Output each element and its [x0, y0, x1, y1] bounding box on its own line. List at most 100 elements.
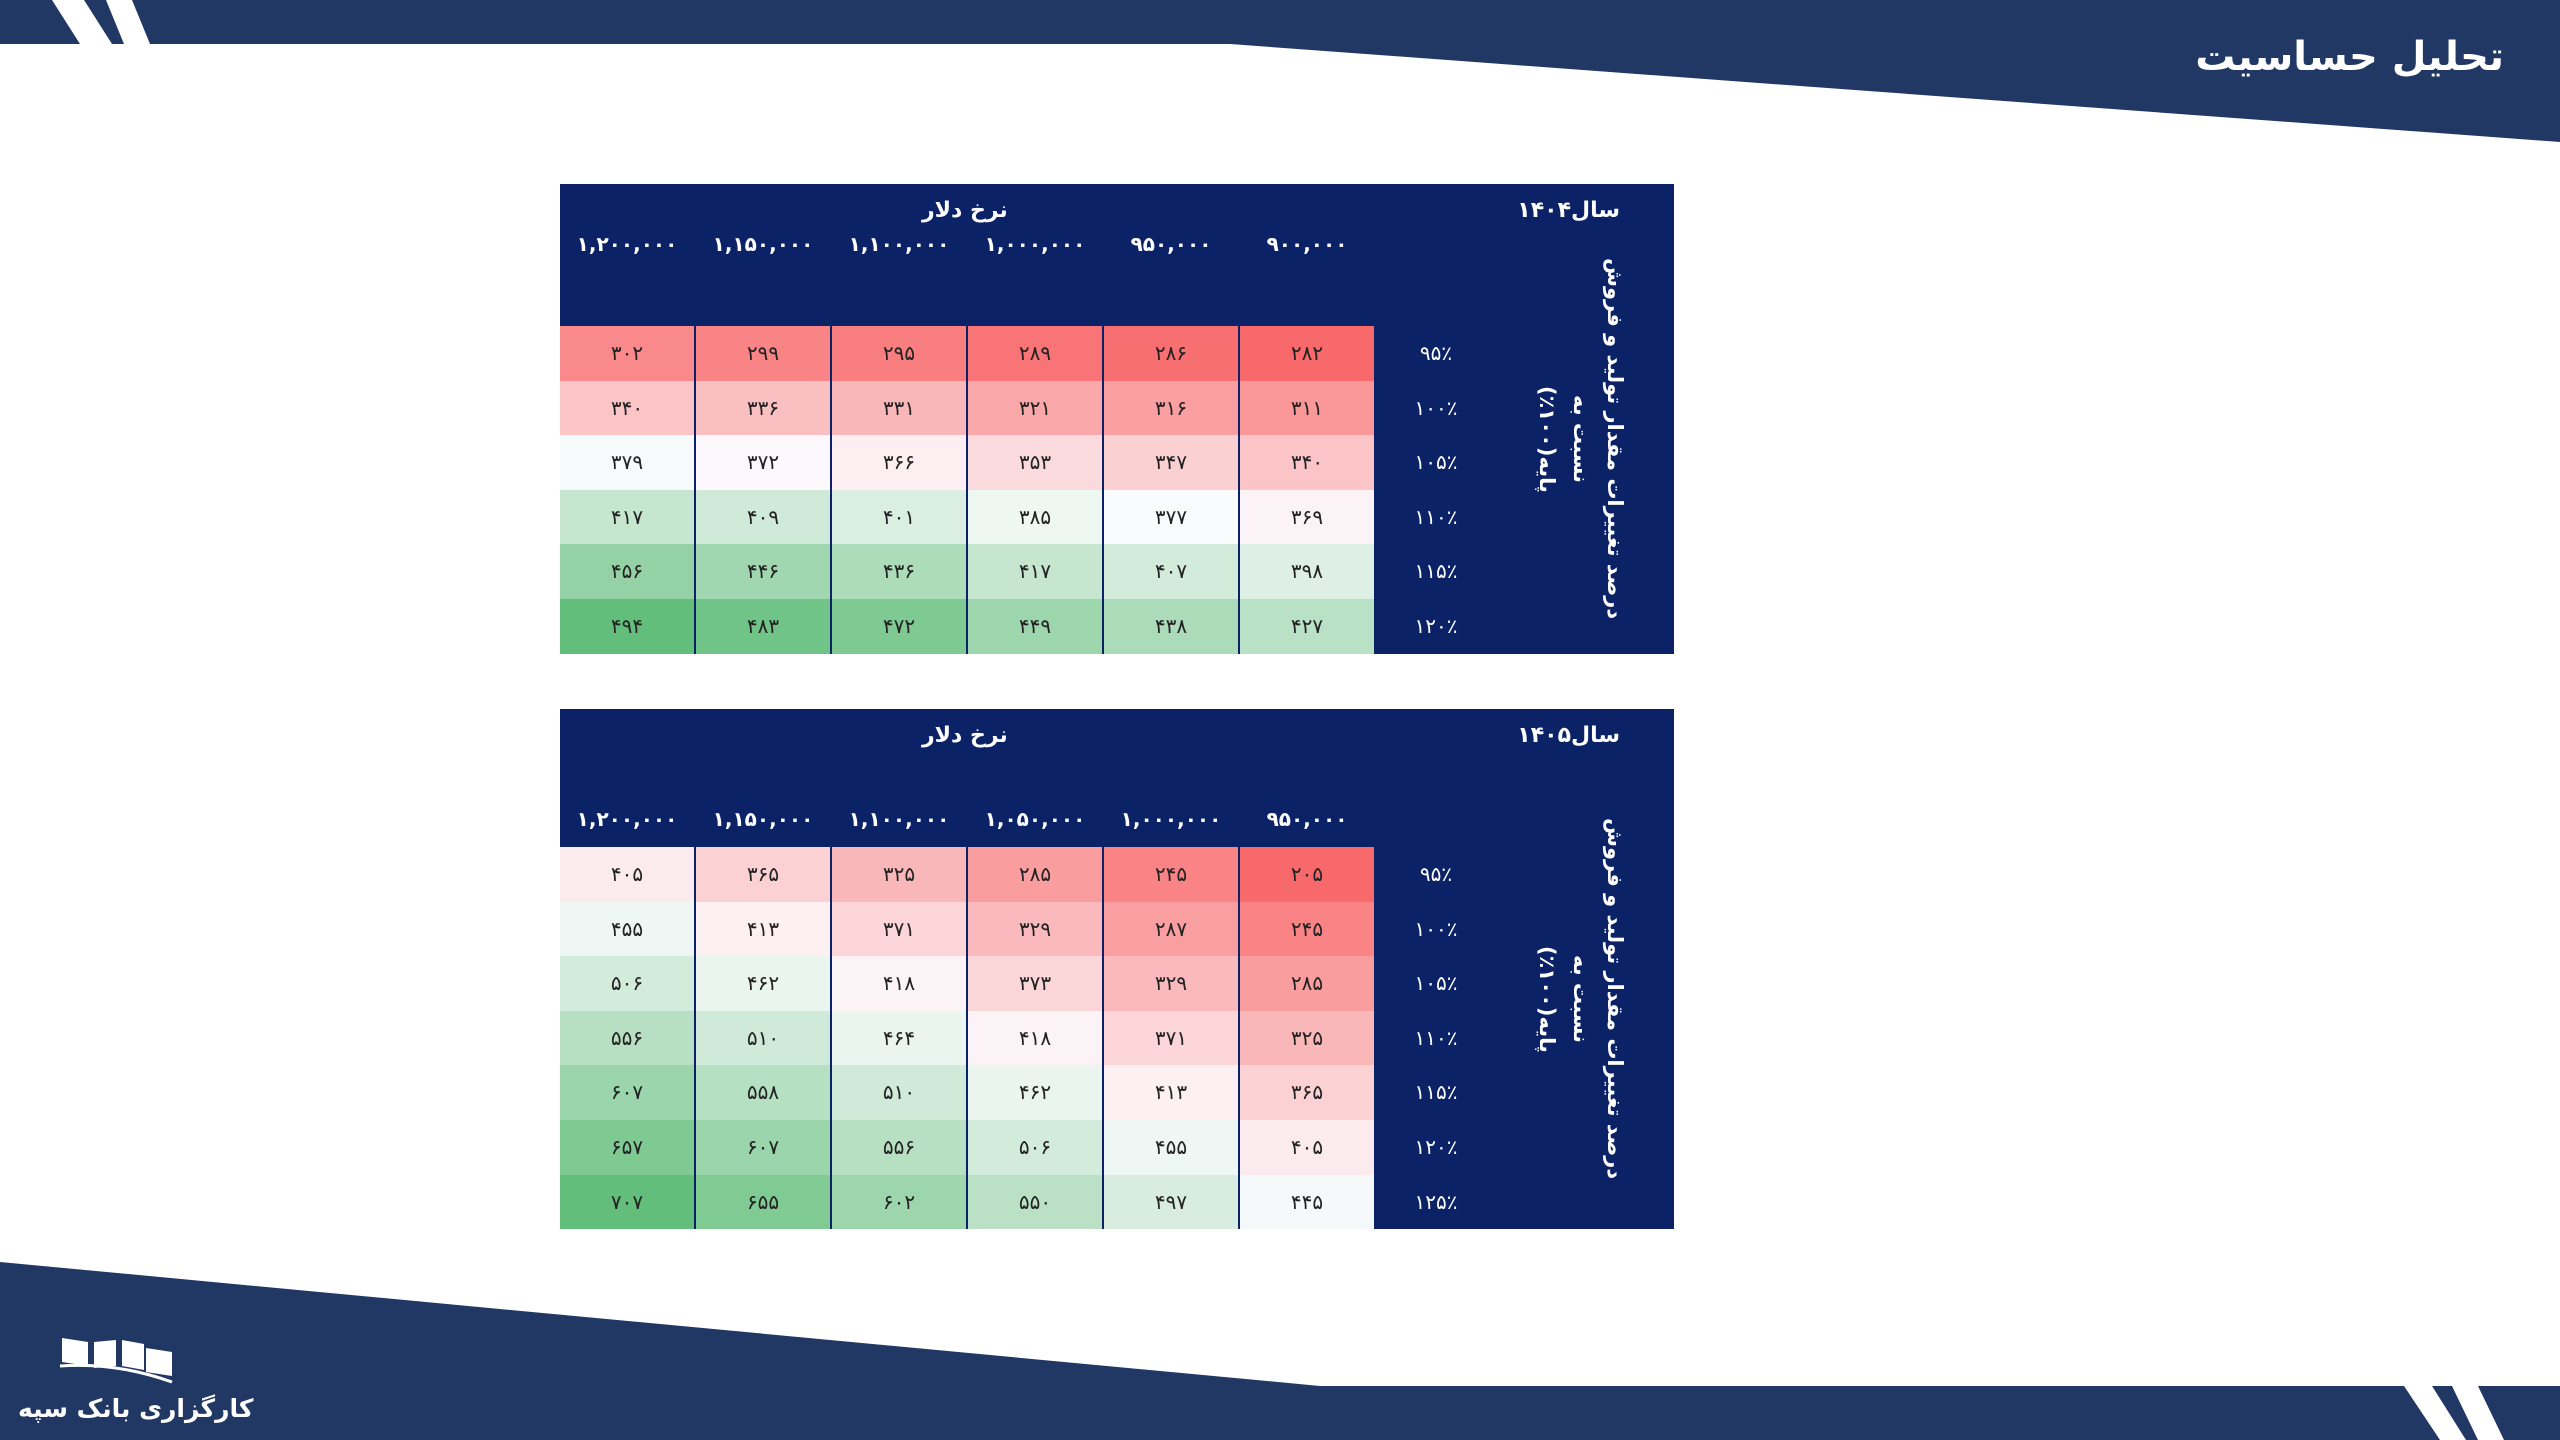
table-cell: ۴۷۲ [832, 599, 966, 654]
brand-name: کارگزاری بانک سپه [18, 1394, 254, 1423]
top-left-stripe-1 [52, 0, 112, 44]
row-axis-title-line2: پایه(۱۰۰٪) [1535, 945, 1559, 1053]
table-cell: ۳۷۳ [968, 956, 1102, 1011]
table-cell: ۴۵۵ [1104, 1120, 1238, 1175]
table-cell: ۳۹۸ [1240, 544, 1374, 599]
column-header: ۱,۱۵۰,۰۰۰ [712, 232, 814, 256]
column-header: ۱,۱۰۰,۰۰۰ [848, 807, 950, 831]
column-header: ۹۰۰,۰۰۰ [1266, 232, 1348, 256]
table-cell: ۳۵۳ [968, 435, 1102, 490]
table-cell: ۳۴۷ [1104, 435, 1238, 490]
table-cell: ۴۰۵ [560, 847, 694, 902]
table-cell: ۵۵۸ [696, 1065, 830, 1120]
bottom-right-stripe-1 [2404, 1386, 2466, 1440]
table-cell: ۵۰۶ [560, 956, 694, 1011]
table-cell: ۳۲۵ [1240, 1010, 1374, 1066]
column-header: ۱,۱۵۰,۰۰۰ [712, 807, 814, 831]
table-cell: ۴۳۸ [1104, 599, 1238, 654]
table-cell: ۴۱۷ [560, 489, 694, 545]
table-cell: ۲۸۵ [1240, 956, 1374, 1011]
table-cell: ۳۷۱ [1104, 1010, 1238, 1066]
table-cell: ۳۱۱ [1240, 380, 1374, 436]
table-cell: ۳۶۵ [696, 847, 830, 902]
table-cell: ۲۸۹ [968, 326, 1102, 381]
row-header: ۱۰۰٪ [1414, 916, 1458, 941]
column-header: ۹۵۰,۰۰۰ [1130, 232, 1212, 256]
row-header: ۱۱۰٪ [1414, 504, 1458, 529]
table-cell: ۲۸۲ [1240, 326, 1374, 381]
table-cell: ۴۰۱ [832, 489, 966, 545]
table-cell: ۴۴۹ [968, 599, 1102, 654]
table-cell: ۳۷۱ [832, 901, 966, 957]
table-cell: ۵۰۶ [968, 1120, 1102, 1175]
table-cell: ۵۵۰ [968, 1174, 1102, 1230]
sensitivity-table-1404: سال۱۴۰۴ نرخ دلار درصد تغییرات مقدار تولی… [560, 184, 1674, 654]
column-header: ۱,۲۰۰,۰۰۰ [576, 232, 678, 256]
table-cell: ۴۱۳ [1104, 1065, 1238, 1120]
table-cell: ۳۲۵ [832, 847, 966, 902]
table-cell: ۳۲۱ [968, 380, 1102, 436]
table-cell: ۴۶۲ [696, 956, 830, 1011]
year-label: سال۱۴۰۵ [1517, 723, 1620, 748]
table-cell: ۴۳۶ [832, 544, 966, 599]
table-cell: ۴۰۵ [1240, 1120, 1374, 1175]
table-cell: ۴۱۸ [832, 956, 966, 1011]
table-cell: ۵۱۰ [696, 1010, 830, 1066]
table-cell: ۲۰۵ [1240, 847, 1374, 902]
table-cell: ۳۳۱ [832, 380, 966, 436]
table-cell: ۳۴۰ [1240, 435, 1374, 490]
table-cell: ۲۹۵ [832, 326, 966, 381]
table-cell: ۳۷۷ [1104, 489, 1238, 545]
table-cell: ۳۲۹ [968, 901, 1102, 957]
row-header: ۱۱۰٪ [1414, 1025, 1458, 1050]
table-cell: ۲۹۹ [696, 326, 830, 381]
column-header: ۱,۰۵۰,۰۰۰ [984, 807, 1086, 831]
table-cell: ۷۰۷ [560, 1174, 694, 1230]
table-cell: ۳۰۲ [560, 326, 694, 381]
table-cell: ۴۵۵ [560, 901, 694, 957]
row-header: ۱۲۰٪ [1414, 1135, 1458, 1159]
table-cell: ۴۹۷ [1104, 1174, 1238, 1230]
column-header: ۱,۱۰۰,۰۰۰ [848, 232, 950, 256]
year-label: سال۱۴۰۴ [1517, 198, 1620, 223]
table-cell: ۴۵۶ [560, 544, 694, 599]
dollar-rate-label: نرخ دلار [922, 198, 1008, 223]
table-cell: ۴۴۶ [696, 544, 830, 599]
table-cell: ۳۴۰ [560, 380, 694, 436]
table-cell: ۲۴۵ [1240, 901, 1374, 957]
table-cell: ۲۸۵ [968, 847, 1102, 902]
table-cell: ۴۴۵ [1240, 1174, 1374, 1230]
table-cell: ۴۸۳ [696, 599, 830, 654]
row-header: ۱۰۵٪ [1414, 450, 1458, 475]
table-cell: ۵۱۰ [832, 1065, 966, 1120]
row-axis-title: درصد تغییرات مقدار تولید و فروش نسبت به … [1530, 799, 1632, 1199]
table-cell: ۳۷۲ [696, 435, 830, 490]
column-header: ۱,۰۰۰,۰۰۰ [984, 232, 1086, 256]
column-header: ۹۵۰,۰۰۰ [1266, 807, 1348, 831]
column-header: ۱,۲۰۰,۰۰۰ [576, 807, 678, 831]
column-header: ۱,۰۰۰,۰۰۰ [1120, 807, 1222, 831]
table-cell: ۳۶۶ [832, 435, 966, 490]
table-cell: ۲۸۷ [1104, 901, 1238, 957]
table-cell: ۳۸۵ [968, 489, 1102, 545]
row-header: ۹۵٪ [1419, 862, 1453, 886]
table-cell: ۳۱۶ [1104, 380, 1238, 436]
table-cell: ۳۷۹ [560, 435, 694, 490]
table-cell: ۵۵۶ [832, 1120, 966, 1175]
row-header: ۱۲۰٪ [1414, 614, 1458, 638]
top-band [0, 0, 2560, 142]
table-cell: ۶۵۷ [560, 1120, 694, 1175]
row-header: ۱۱۵٪ [1414, 1080, 1458, 1105]
row-header: ۱۲۵٪ [1414, 1189, 1458, 1214]
table-cell: ۶۰۲ [832, 1174, 966, 1230]
table-cell: ۵۵۶ [560, 1010, 694, 1066]
table-cell: ۴۱۸ [968, 1010, 1102, 1066]
sensitivity-table-1405: سال۱۴۰۵ نرخ دلار درصد تغییرات مقدار تولی… [560, 709, 1674, 1230]
table-cell: ۶۰۷ [560, 1065, 694, 1120]
row-axis-title-line1: درصد تغییرات مقدار تولید و فروش نسبت به [1569, 818, 1627, 1180]
table-cell: ۳۳۶ [696, 380, 830, 436]
table-cell: ۴۶۴ [832, 1010, 966, 1066]
row-header: ۱۱۵٪ [1414, 559, 1458, 584]
row-axis-title-line1: درصد تغییرات مقدار تولید و فروش نسبت به [1569, 258, 1627, 620]
